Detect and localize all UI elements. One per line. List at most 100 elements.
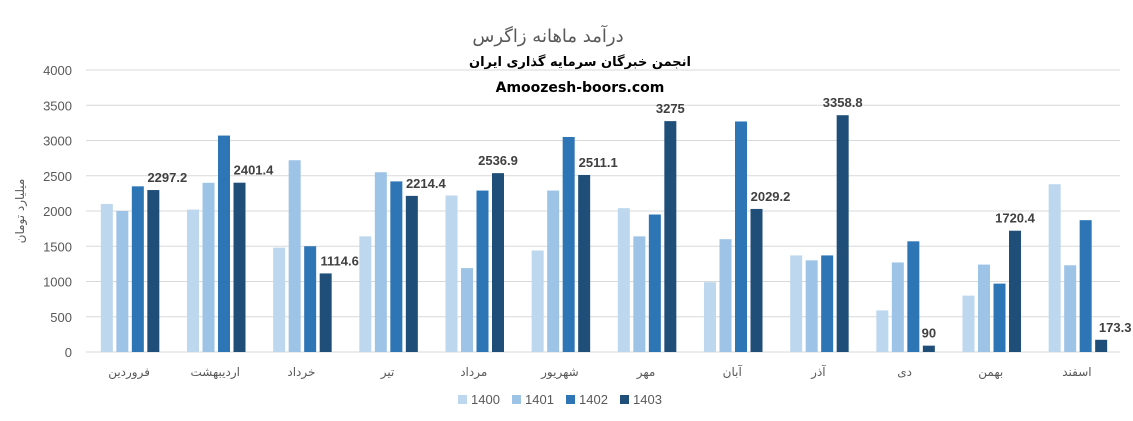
legend-swatch [458, 395, 467, 404]
bar [218, 135, 230, 352]
data-label: 2401.4 [234, 163, 275, 178]
bar [617, 208, 630, 352]
x-category-label: تیر [380, 365, 395, 380]
bar [993, 283, 1006, 352]
bar [131, 186, 144, 352]
bar [648, 214, 661, 352]
x-category-label: بهمن [978, 365, 1003, 380]
bar [962, 295, 975, 352]
legend-swatch [566, 395, 575, 404]
x-category-label: آذر [810, 364, 826, 380]
bar [750, 208, 763, 352]
legend-swatch [512, 395, 521, 404]
data-label: 173.3 [1099, 320, 1132, 335]
legend-swatch [620, 395, 629, 404]
bar [233, 182, 246, 352]
bar [405, 195, 418, 352]
bar [445, 195, 458, 352]
bar [664, 121, 677, 352]
bar [100, 203, 113, 352]
y-axis-label: میلیارد تومان [13, 179, 28, 244]
bar [319, 273, 332, 352]
y-axis-ticks: 0 500 1000 1500 2000 2500 3000 3500 4000 [43, 63, 72, 360]
data-label: 2511.1 [579, 155, 618, 170]
chart-title: درآمد ماهانه زاگرس [472, 24, 623, 47]
y-tick-label: 4000 [43, 63, 72, 78]
bar [1048, 184, 1061, 352]
legend: 1400 1401 1402 1403 [458, 392, 662, 407]
bar [359, 236, 372, 352]
legend-label: 1401 [525, 392, 554, 407]
bar [1095, 339, 1108, 352]
x-category-label: دی [897, 365, 912, 379]
y-tick-label: 2000 [43, 204, 72, 219]
bar [978, 264, 990, 352]
bar [922, 345, 935, 352]
y-tick-label: 1000 [43, 275, 72, 290]
bar [116, 211, 129, 352]
bar [374, 172, 387, 352]
y-tick-label: 0 [65, 345, 72, 360]
y-tick-label: 500 [50, 310, 72, 325]
chart-subtitle: انجمن خبرگان سرمایه گذاری ایران [469, 54, 691, 70]
bar [891, 262, 904, 352]
bar [147, 190, 160, 352]
chart-source: Amoozesh-boors.com [496, 80, 665, 96]
data-label: 2214.4 [406, 176, 447, 191]
bar [562, 136, 575, 352]
data-labels: 2297.2 2401.4 1114.6 2214.4 2536.9 2511.1 3275… [147, 95, 1131, 340]
bar [876, 310, 889, 352]
x-axis-categories: فروردین اردیبهشت خرداد تیر مرداد شهریور مهر آبا… [108, 364, 1091, 380]
x-category-label: فروردین [108, 365, 150, 380]
x-category-label: اسفند [1062, 365, 1091, 379]
bar [578, 174, 591, 352]
bar [1079, 220, 1092, 352]
data-label: 1720.4 [995, 211, 1036, 226]
data-label: 90 [922, 326, 936, 341]
bar [805, 260, 818, 352]
x-category-label: آبان [723, 364, 743, 379]
data-label: 1114.6 [321, 253, 359, 268]
y-tick-label: 1500 [43, 239, 72, 254]
bar [461, 268, 473, 352]
bar [273, 247, 286, 352]
bar [492, 173, 504, 352]
grid-lines [86, 69, 1120, 353]
data-label: 2297.2 [147, 170, 187, 185]
bar [390, 181, 403, 352]
y-tick-label: 3000 [43, 134, 72, 149]
bars [100, 115, 1108, 353]
bar [476, 190, 489, 352]
x-category-label: مرداد [460, 365, 487, 380]
bar [304, 246, 317, 352]
data-label: 3358.8 [823, 95, 863, 110]
bar [187, 209, 199, 352]
bar [202, 182, 215, 352]
x-category-label: شهریور [540, 365, 579, 380]
x-category-label: مهر [636, 365, 656, 380]
legend-label: 1403 [633, 392, 662, 407]
x-category-label: اردیبهشت [191, 365, 240, 380]
bar [735, 121, 747, 352]
x-category-label: خرداد [287, 365, 315, 380]
bar [531, 250, 544, 352]
bar [790, 255, 803, 352]
bar [704, 282, 716, 352]
bar [288, 160, 301, 352]
legend-label: 1402 [579, 392, 608, 407]
bar [836, 115, 849, 353]
bar [821, 255, 834, 352]
y-tick-label: 2500 [43, 169, 72, 184]
bar [1009, 230, 1021, 352]
legend-label: 1400 [471, 392, 500, 407]
bar [1064, 265, 1077, 352]
bar [633, 236, 646, 352]
bar [907, 241, 920, 352]
data-label: 3275 [656, 101, 685, 116]
data-label: 2536.9 [478, 153, 518, 168]
bar [719, 239, 732, 352]
bar [547, 190, 560, 352]
y-tick-label: 3500 [43, 98, 72, 113]
data-label: 2029.2 [751, 189, 791, 204]
